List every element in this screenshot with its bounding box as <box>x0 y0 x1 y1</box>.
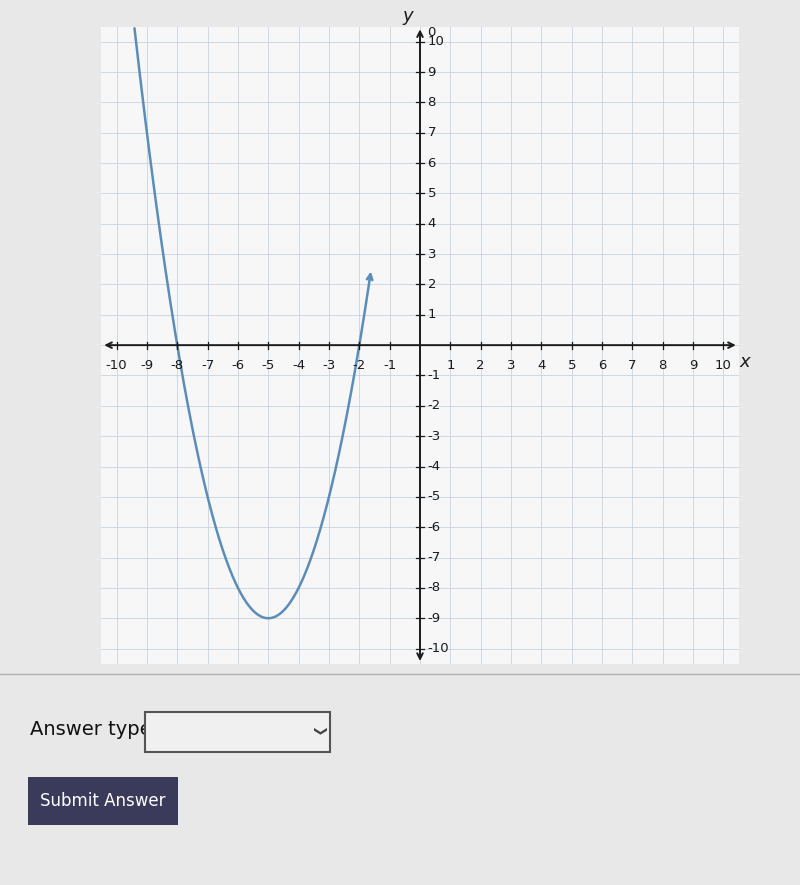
Text: -7: -7 <box>201 358 214 372</box>
Text: 2: 2 <box>427 278 436 291</box>
Text: 8: 8 <box>658 358 667 372</box>
Text: ❯: ❯ <box>311 727 325 737</box>
Text: -5: -5 <box>427 490 441 504</box>
Text: 1: 1 <box>446 358 454 372</box>
Text: -4: -4 <box>427 460 441 473</box>
Text: x: x <box>739 353 750 371</box>
Text: -3: -3 <box>427 430 441 442</box>
Text: 7: 7 <box>427 127 436 139</box>
Text: 7: 7 <box>628 358 637 372</box>
Text: -7: -7 <box>427 551 441 564</box>
FancyBboxPatch shape <box>145 712 330 751</box>
Text: -2: -2 <box>353 358 366 372</box>
Text: 5: 5 <box>427 187 436 200</box>
Text: -1: -1 <box>383 358 396 372</box>
Text: 10: 10 <box>427 35 445 48</box>
Text: 2: 2 <box>477 358 485 372</box>
FancyBboxPatch shape <box>28 777 178 825</box>
Text: -5: -5 <box>262 358 275 372</box>
Text: -8: -8 <box>170 358 184 372</box>
Text: Submit Answer: Submit Answer <box>40 792 166 810</box>
Text: -3: -3 <box>322 358 335 372</box>
Text: 4: 4 <box>427 218 436 230</box>
Text: 6: 6 <box>598 358 606 372</box>
Text: -4: -4 <box>292 358 305 372</box>
Text: -10: -10 <box>427 643 450 655</box>
Text: 9: 9 <box>689 358 698 372</box>
Text: -1: -1 <box>427 369 441 382</box>
Text: 10: 10 <box>715 358 732 372</box>
Text: -9: -9 <box>427 612 441 625</box>
Text: 4: 4 <box>537 358 546 372</box>
Text: 5: 5 <box>567 358 576 372</box>
Text: 6: 6 <box>427 157 436 170</box>
Text: -10: -10 <box>106 358 127 372</box>
Text: -2: -2 <box>427 399 441 412</box>
Text: -6: -6 <box>427 520 441 534</box>
Text: 8: 8 <box>427 96 436 109</box>
Text: 0: 0 <box>427 27 436 39</box>
Text: 9: 9 <box>427 65 436 79</box>
Text: -9: -9 <box>140 358 154 372</box>
Text: Answer type:: Answer type: <box>30 720 158 739</box>
Text: 3: 3 <box>506 358 515 372</box>
Text: -6: -6 <box>231 358 245 372</box>
Text: y: y <box>402 7 413 25</box>
Text: 3: 3 <box>427 248 436 260</box>
Text: 1: 1 <box>427 308 436 321</box>
Text: -8: -8 <box>427 581 441 595</box>
